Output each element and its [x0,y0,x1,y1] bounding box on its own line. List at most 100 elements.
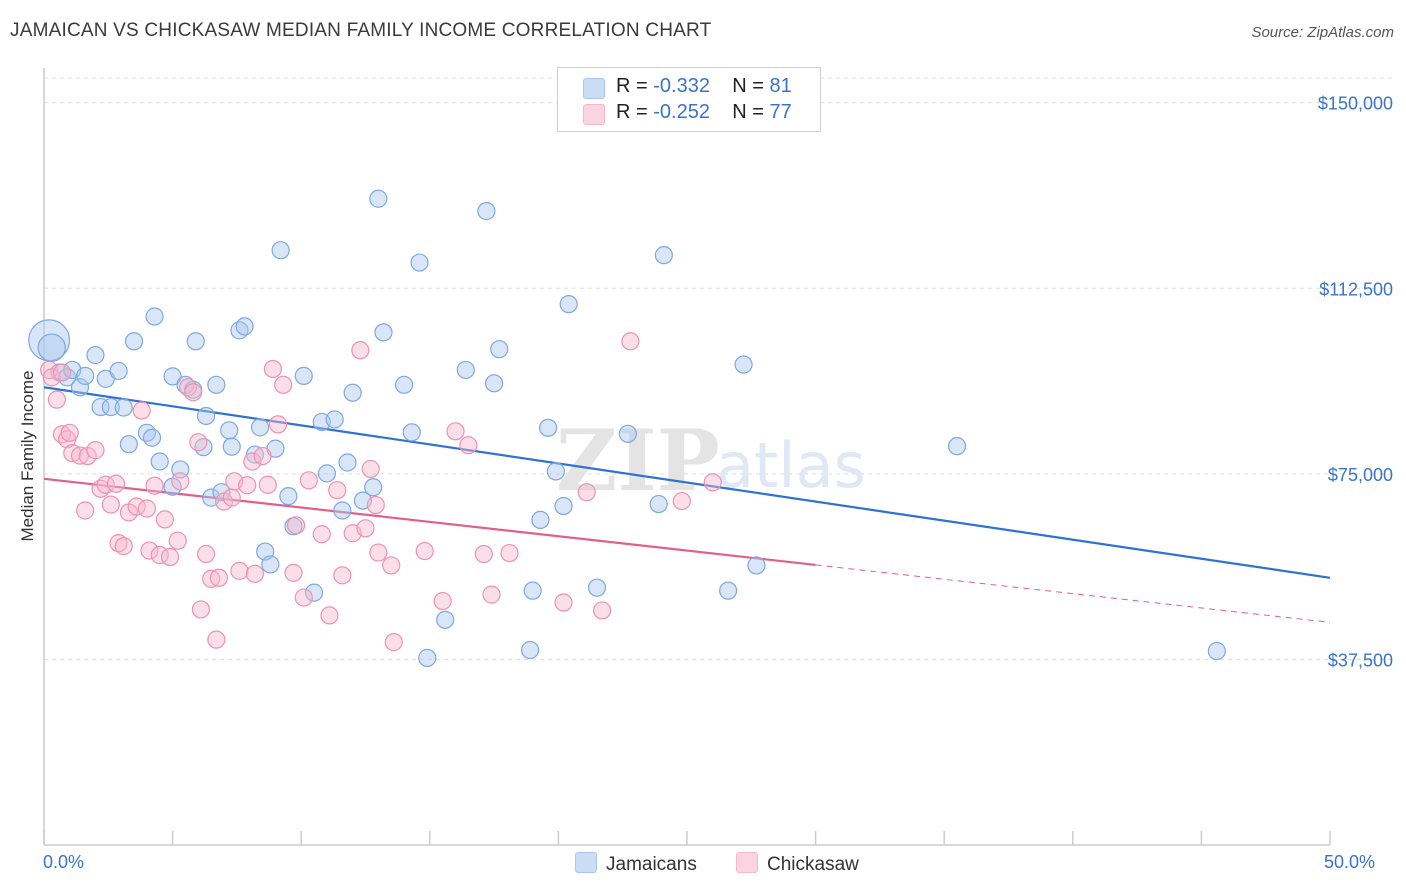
data-point-jamaicans [220,421,239,440]
data-point-jamaicans [101,397,120,417]
data-point-chickasaw [106,474,126,493]
data-point-jamaicans [554,496,573,516]
data-point-jamaicans [91,397,110,417]
data-point-jamaicans [485,374,504,393]
data-point-jamaicans [587,578,607,597]
data-point-chickasaw [474,544,493,564]
data-point-jamaicans [114,398,133,417]
x-tick-label-max: 50.0% [1324,852,1376,872]
data-point-chickasaw [703,473,722,492]
data-point-chickasaw [191,600,210,619]
data-point-jamaicans [119,435,138,454]
data-point-chickasaw [243,452,262,471]
bottom-legend-label: Chickasaw [767,854,859,875]
data-point-jamaicans [338,453,357,472]
data-point-jamaicans [402,423,421,442]
data-point-chickasaw [137,499,156,518]
data-point-chickasaw [171,472,190,491]
data-point-jamaicans [245,445,265,464]
data-point-chickasaw [245,564,265,583]
data-point-chickasaw [361,459,380,479]
bottom-legend-jamaicans[interactable]: Jamaicans [575,852,697,876]
data-point-chickasaw [140,541,159,560]
data-point-chickasaw [294,588,313,607]
data-point-chickasaw [366,495,385,515]
data-point-chickasaw [621,332,640,351]
source-label: Source: ZipAtlas.com [1251,24,1394,41]
bottom-legend-label: Jamaicans [606,854,697,875]
data-point-jamaicans [1207,641,1226,661]
data-point-chickasaw [230,561,249,580]
data-point-chickasaw [76,501,95,520]
data-point-jamaicans [490,340,509,359]
data-point-chickasaw [482,585,501,604]
data-point-chickasaw [52,363,72,382]
data-point-jamaicans [521,640,540,660]
data-point-jamaicans [456,360,475,380]
y-tick-label: $112,500 [1319,279,1393,299]
legend-n-label: N = [732,75,770,97]
data-point-jamaicans [196,406,216,426]
data-point-jamaicans [124,332,144,351]
data-point-chickasaw [263,359,283,379]
bottom-legend-swatch-chickasaw [736,852,758,873]
data-point-chickasaw [356,519,375,538]
data-point-jamaicans [250,418,270,437]
data-point-chickasaw [384,633,403,652]
legend-swatch-jamaicans [583,78,605,99]
data-point-jamaicans [317,464,337,483]
data-point-chickasaw [160,547,180,567]
legend-n-label: N = [732,101,770,123]
data-point-chickasaw [554,593,573,612]
data-point-chickasaw [207,630,226,649]
data-point-chickasaw [52,425,72,444]
data-point-chickasaw [168,531,187,550]
data-point-jamaicans [364,478,383,497]
data-point-jamaicans [394,375,414,394]
data-point-chickasaw [446,422,465,441]
data-point-chickasaw [500,543,519,563]
data-point-jamaicans [235,317,254,336]
data-point-chickasaw [351,341,370,360]
data-point-jamaicans [271,241,290,260]
legend-r-label: R = [616,75,654,97]
data-point-jamaicans [523,581,542,600]
data-point-jamaicans [531,510,550,529]
data-point-jamaicans [279,487,298,506]
data-point-chickasaw [209,568,228,587]
data-point-jamaicans [477,202,496,221]
data-point-chickasaw [593,601,612,620]
data-point-jamaicans [436,610,455,629]
data-point-chickasaw [577,483,596,502]
data-point-chickasaw [155,510,174,529]
data-point-chickasaw [672,491,691,511]
bottom-legend-chickasaw[interactable]: Chickasaw [736,852,859,876]
data-point-chickasaw [184,383,203,402]
data-point-chickasaw [114,537,133,556]
data-point-jamaicans [410,253,429,272]
data-point-jamaicans [145,307,164,326]
data-point-jamaicans [654,246,673,265]
tick-labels: $37,500 $75,000 $112,500 $150,000 [1318,94,1393,671]
trend-line-chickasaw [43,477,816,567]
data-point-jamaicans [150,452,169,471]
data-point-jamaicans [142,428,162,447]
data-point-jamaicans [186,332,205,351]
data-point-jamaicans [719,581,738,600]
legend-n-value: 81 [769,75,792,97]
data-point-chickasaw [312,525,331,544]
legend-n-value: 77 [769,101,792,123]
legend-r-label: R = [616,101,654,123]
y-axis-title: Median Family Income [18,370,37,541]
data-point-jamaicans [294,366,313,385]
x-tick-label-min: 0.0% [43,852,85,872]
data-point-jamaicans [618,424,637,443]
chart-title: JAMAICAN VS CHICKASAW MEDIAN FAMILY INCO… [10,20,712,41]
data-point-chickasaw [42,368,61,387]
data-point-chickasaw [47,390,66,409]
data-point-chickasaw [109,534,128,553]
data-point-chickasaw [202,569,221,588]
data-point-chickasaw [238,476,257,495]
legend-swatch-chickasaw [583,104,605,125]
